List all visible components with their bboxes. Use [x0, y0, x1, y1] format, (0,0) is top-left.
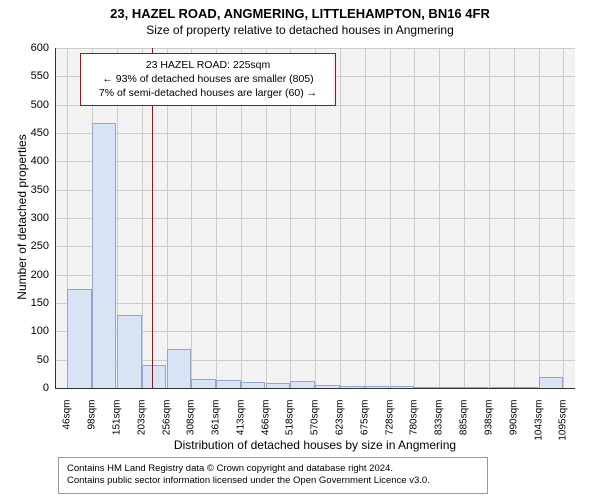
- y-tick-label: 200: [21, 269, 49, 281]
- y-tick-label: 500: [21, 99, 49, 111]
- v-gridline: [390, 48, 391, 388]
- y-tick-label: 550: [21, 70, 49, 82]
- y-tick-label: 0: [21, 382, 49, 394]
- x-tick-label: 98sqm: [86, 400, 97, 450]
- x-tick-label: 675sqm: [359, 400, 370, 450]
- x-tick-label: 46sqm: [62, 400, 73, 450]
- y-tick-label: 600: [21, 42, 49, 54]
- histogram-bar: [92, 123, 117, 388]
- histogram-bar: [142, 365, 167, 388]
- x-tick-label: 570sqm: [310, 400, 321, 450]
- y-tick-label: 450: [21, 127, 49, 139]
- v-gridline: [340, 48, 341, 388]
- x-axis-line: [55, 388, 575, 389]
- chart-subtitle: Size of property relative to detached ho…: [0, 21, 600, 37]
- histogram-bar: [167, 349, 192, 388]
- x-tick-label: 885sqm: [458, 400, 469, 450]
- histogram-bar: [216, 380, 241, 388]
- x-tick-label: 413sqm: [235, 400, 246, 450]
- y-tick-label: 300: [21, 212, 49, 224]
- x-tick-label: 256sqm: [161, 400, 172, 450]
- histogram-bar: [117, 315, 142, 388]
- footer-line1: Contains HM Land Registry data © Crown c…: [67, 463, 479, 475]
- y-tick-label: 400: [21, 155, 49, 167]
- histogram-bar: [539, 377, 564, 388]
- y-axis-line: [55, 48, 56, 388]
- v-gridline: [539, 48, 540, 388]
- v-gridline: [464, 48, 465, 388]
- v-gridline: [563, 48, 564, 388]
- histogram-bar: [191, 379, 216, 388]
- annotation-line3: 7% of semi-detached houses are larger (6…: [89, 86, 327, 100]
- v-gridline: [489, 48, 490, 388]
- x-tick-label: 308sqm: [186, 400, 197, 450]
- v-gridline: [514, 48, 515, 388]
- x-tick-label: 151sqm: [111, 400, 122, 450]
- x-tick-label: 1043sqm: [533, 400, 544, 450]
- x-tick-label: 990sqm: [508, 400, 519, 450]
- x-tick-label: 833sqm: [434, 400, 445, 450]
- annotation-line1: 23 HAZEL ROAD: 225sqm: [89, 58, 327, 72]
- x-tick-label: 623sqm: [335, 400, 346, 450]
- x-tick-label: 203sqm: [136, 400, 147, 450]
- histogram-bar: [290, 381, 315, 388]
- histogram-bar: [67, 289, 92, 388]
- y-tick-label: 50: [21, 354, 49, 366]
- v-gridline: [365, 48, 366, 388]
- x-tick-label: 728sqm: [384, 400, 395, 450]
- x-tick-label: 518sqm: [285, 400, 296, 450]
- x-tick-label: 361sqm: [211, 400, 222, 450]
- y-tick-label: 100: [21, 325, 49, 337]
- chart-title: 23, HAZEL ROAD, ANGMERING, LITTLEHAMPTON…: [0, 0, 600, 21]
- y-tick-label: 350: [21, 184, 49, 196]
- annotation-box: 23 HAZEL ROAD: 225sqm ← 93% of detached …: [80, 53, 336, 106]
- y-tick-label: 150: [21, 297, 49, 309]
- v-gridline: [414, 48, 415, 388]
- footer-line2: Contains public sector information licen…: [67, 475, 479, 487]
- x-tick-label: 1095sqm: [558, 400, 569, 450]
- y-tick-label: 250: [21, 240, 49, 252]
- v-gridline: [439, 48, 440, 388]
- x-tick-label: 466sqm: [260, 400, 271, 450]
- x-tick-label: 780sqm: [409, 400, 420, 450]
- annotation-line2: ← 93% of detached houses are smaller (80…: [89, 72, 327, 86]
- footer-attribution: Contains HM Land Registry data © Crown c…: [58, 457, 488, 494]
- x-tick-label: 938sqm: [483, 400, 494, 450]
